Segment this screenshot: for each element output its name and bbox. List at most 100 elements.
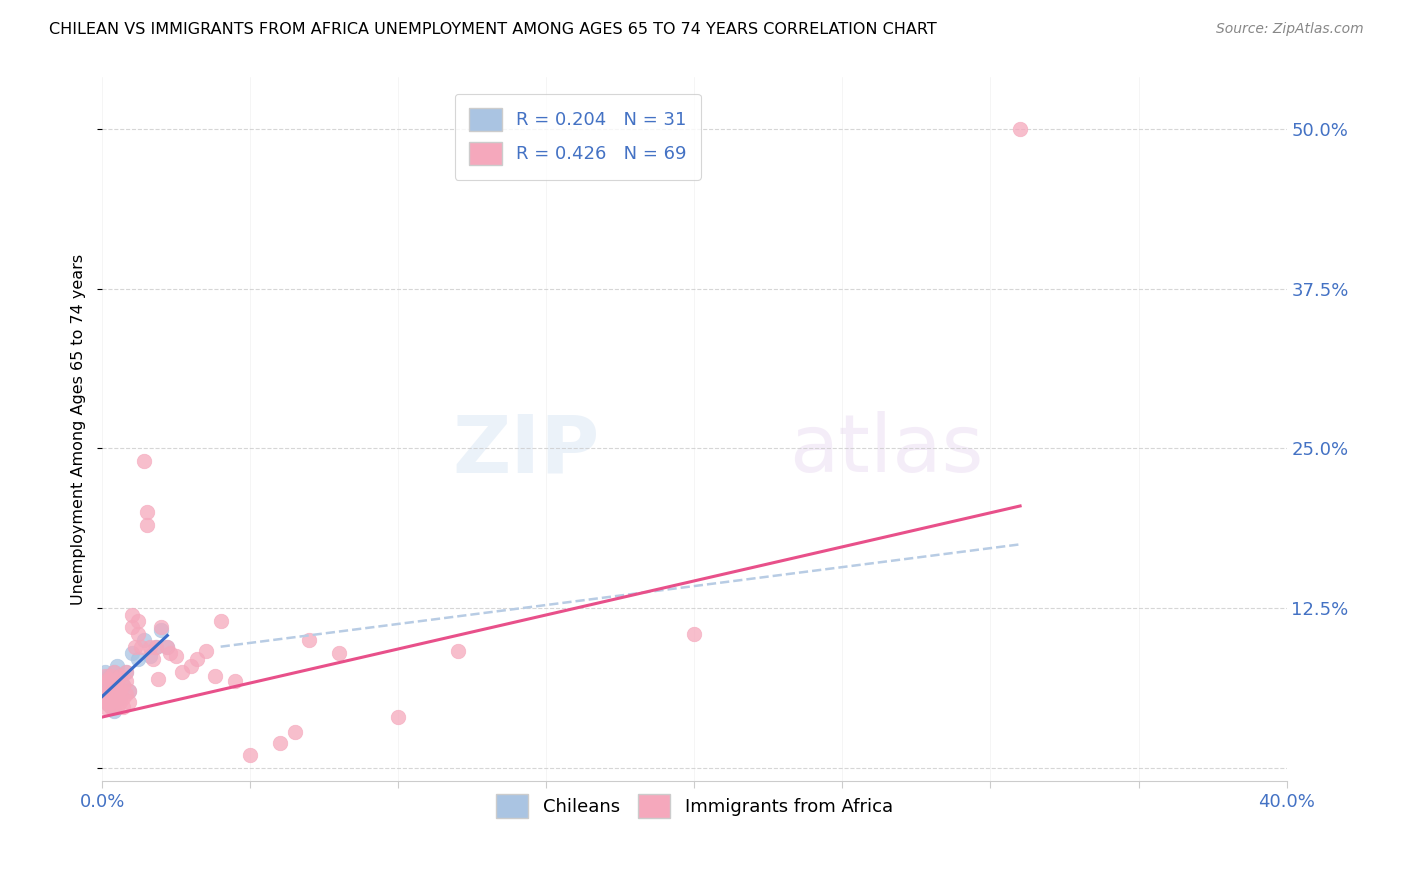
Point [239, 748, 262, 763]
Point [135, 505, 157, 519]
Point [100, 681, 122, 695]
Point [209, 614, 232, 628]
Point [115, 687, 138, 701]
Point [224, 674, 246, 689]
Point [97, 698, 120, 712]
Point [94, 678, 117, 692]
Point [108, 695, 131, 709]
Point [103, 681, 125, 696]
Point [94, 690, 117, 705]
Point [100, 687, 122, 701]
Point [269, 736, 291, 750]
Point [94, 669, 117, 683]
Point [156, 640, 179, 654]
Point [100, 681, 122, 696]
Text: atlas: atlas [789, 411, 984, 490]
Point [100, 672, 122, 686]
Point [121, 607, 143, 622]
Text: CHILEAN VS IMMIGRANTS FROM AFRICA UNEMPLOYMENT AMONG AGES 65 TO 74 YEARS CORRELA: CHILEAN VS IMMIGRANTS FROM AFRICA UNEMPL… [49, 22, 936, 37]
Point [115, 674, 138, 689]
Point [111, 678, 134, 692]
Point [108, 669, 131, 683]
Point [105, 687, 128, 701]
Point [103, 704, 125, 718]
Point [94, 690, 117, 705]
Point [141, 652, 163, 666]
Point [100, 678, 122, 692]
Point [204, 669, 226, 683]
Point [94, 699, 117, 714]
Point [97, 687, 120, 701]
Point [172, 665, 194, 680]
Point [150, 623, 173, 637]
Point [103, 665, 125, 680]
Point [97, 672, 120, 686]
Text: Source: ZipAtlas.com: Source: ZipAtlas.com [1216, 22, 1364, 37]
Point [138, 648, 160, 663]
Point [298, 633, 321, 648]
Point [145, 640, 167, 654]
Point [103, 665, 125, 680]
Point [180, 658, 202, 673]
Point [105, 658, 128, 673]
Y-axis label: Unemployment Among Ages 65 to 74 years: Unemployment Among Ages 65 to 74 years [72, 253, 86, 605]
Point [328, 646, 350, 660]
Legend: Chileans, Immigrants from Africa: Chileans, Immigrants from Africa [488, 787, 900, 825]
Point [135, 518, 157, 533]
Point [103, 698, 125, 712]
Point [148, 672, 170, 686]
Point [115, 665, 138, 680]
Point [100, 699, 122, 714]
Point [97, 681, 120, 696]
Point [118, 684, 141, 698]
Point [159, 646, 181, 660]
Point [121, 646, 143, 660]
Point [97, 698, 120, 712]
Point [387, 710, 409, 724]
Point [111, 678, 134, 692]
Point [97, 674, 120, 689]
Point [108, 690, 131, 705]
Point [100, 669, 122, 683]
Point [103, 678, 125, 692]
Point [138, 640, 160, 654]
Point [124, 640, 146, 654]
Point [108, 681, 131, 696]
Point [103, 690, 125, 705]
Point [165, 648, 187, 663]
Point [156, 640, 179, 654]
Point [145, 640, 167, 654]
Point [127, 627, 149, 641]
Point [127, 614, 149, 628]
Point [127, 652, 149, 666]
Point [683, 627, 706, 641]
Point [132, 633, 155, 648]
Point [118, 684, 141, 698]
Point [94, 687, 117, 701]
Point [97, 687, 120, 701]
Point [105, 672, 128, 686]
Point [105, 684, 128, 698]
Point [97, 695, 120, 709]
Point [150, 620, 173, 634]
Point [1010, 121, 1032, 136]
Point [111, 699, 134, 714]
Point [103, 690, 125, 705]
Point [97, 684, 120, 698]
Point [94, 665, 117, 680]
Point [94, 684, 117, 698]
Point [129, 640, 152, 654]
Point [100, 690, 122, 705]
Point [94, 678, 117, 692]
Text: ZIP: ZIP [453, 411, 599, 490]
Point [118, 695, 141, 709]
Point [284, 725, 307, 739]
Point [111, 690, 134, 705]
Point [115, 665, 138, 680]
Point [103, 678, 125, 692]
Point [97, 674, 120, 689]
Point [100, 699, 122, 714]
Point [446, 643, 468, 657]
Point [97, 669, 120, 683]
Point [132, 454, 155, 468]
